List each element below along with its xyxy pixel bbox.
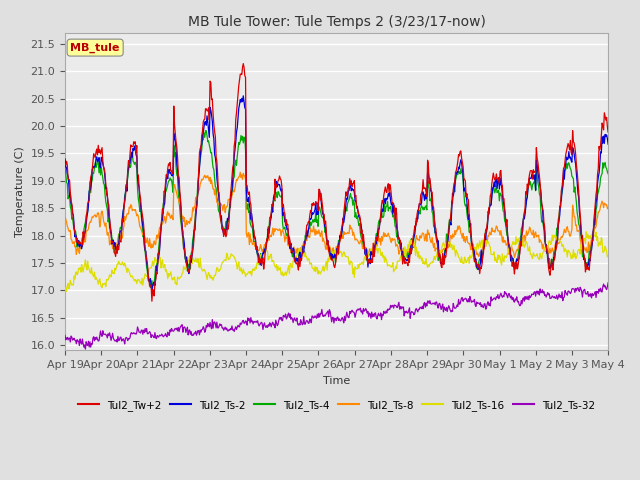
X-axis label: Time: Time (323, 376, 350, 386)
Title: MB Tule Tower: Tule Temps 2 (3/23/17-now): MB Tule Tower: Tule Temps 2 (3/23/17-now… (188, 15, 486, 29)
Y-axis label: Temperature (C): Temperature (C) (15, 146, 25, 237)
Text: MB_tule: MB_tule (70, 42, 120, 53)
Legend: Tul2_Tw+2, Tul2_Ts-2, Tul2_Ts-4, Tul2_Ts-8, Tul2_Ts-16, Tul2_Ts-32: Tul2_Tw+2, Tul2_Ts-2, Tul2_Ts-4, Tul2_Ts… (74, 396, 599, 415)
